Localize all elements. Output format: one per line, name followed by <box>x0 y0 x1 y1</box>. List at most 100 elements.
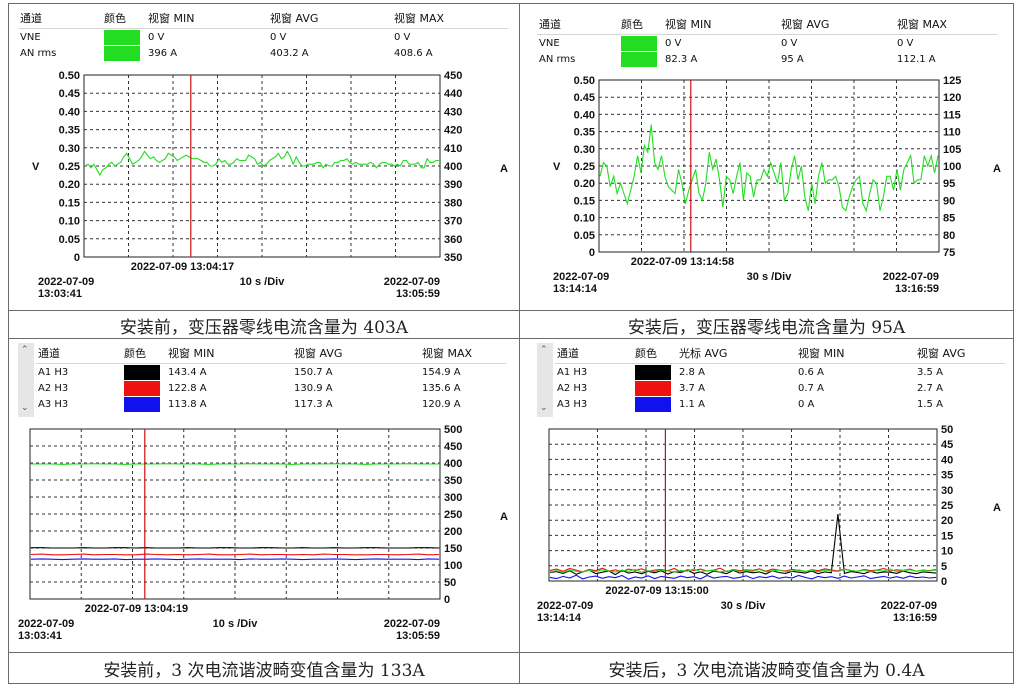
y-left-tick-label: 0.30 <box>59 143 80 155</box>
chevron-up-icon[interactable]: ⌃ <box>540 345 548 355</box>
col-min: 视窗 MIN <box>665 18 712 31</box>
table-scrollbar[interactable] <box>18 343 34 417</box>
y-right-tick-label: 5 <box>941 561 947 573</box>
value-min: 0 V <box>148 31 165 43</box>
table-row[interactable]: VNE 0 V 0 V 0 V <box>18 29 508 46</box>
y-right-tick-label: 110 <box>943 127 961 139</box>
y-right-tick-label: 370 <box>444 216 462 228</box>
value-min: 113.8 A <box>168 398 207 410</box>
start-date-label: 2022-07-09 <box>553 271 609 283</box>
channel-table: 通道 颜色 光标 AVG 视窗 MIN 视窗 AVG A1 H3 2.8 A 0… <box>555 343 1005 412</box>
col-color: 颜色 <box>104 12 126 25</box>
col-cursor-avg: 光标 AVG <box>679 347 728 360</box>
color-swatch <box>635 380 671 396</box>
y-right-tick-label: 360 <box>444 234 462 246</box>
channel-name: A2 H3 <box>557 382 588 394</box>
channel-name: A1 H3 <box>557 366 588 378</box>
chevron-up-icon[interactable]: ⌃ <box>21 345 29 355</box>
series-line <box>84 150 439 177</box>
table-header-row: 通道 颜色 光标 AVG 视窗 MIN 视窗 AVG <box>555 343 1005 364</box>
y-right-tick-label: 100 <box>444 560 462 572</box>
table-row[interactable]: A2 H3 122.8 A 130.9 A 135.6 A <box>36 380 506 396</box>
value-max: 112.1 A <box>897 53 936 65</box>
table-row[interactable]: A2 H3 3.7 A 0.7 A 2.7 A <box>555 380 1005 396</box>
start-date-label: 2022-07-09 <box>18 618 74 630</box>
y-right-tick-label: 85 <box>943 213 955 225</box>
color-swatch <box>621 51 657 67</box>
col-min: 视窗 MIN <box>148 12 195 25</box>
y-right-tick-label: 20 <box>941 515 953 527</box>
grid-line-left <box>8 3 9 684</box>
panel-after-harmonic: ⌃ ⌄ 通道 颜色 光标 AVG 视窗 MIN 视窗 AVG A1 H3 2.8… <box>537 343 1007 648</box>
scale-label: 30 s /Div <box>747 271 793 283</box>
y-right-tick-label: 40 <box>941 454 953 466</box>
chevron-down-icon[interactable]: ⌄ <box>21 403 29 413</box>
col-avg: 视窗 AVG <box>294 347 343 360</box>
value-avg: 150.7 A <box>294 366 333 378</box>
end-time-label: 13:05:59 <box>396 288 440 300</box>
y-left-tick-label: 0 <box>74 252 80 264</box>
chart-neutral-current-after[interactable]: 0.50 0.45 0.40 0.35 0.30 0.25 0.20 0.15 0.10 0.05… <box>537 74 1007 304</box>
panel-before-harmonic: ⌃ ⌄ 通道 颜色 视窗 MIN 视窗 AVG 视窗 MAX A1 H3 143… <box>18 343 512 648</box>
grid-line-top <box>8 3 1014 4</box>
col-min: 视窗 MIN <box>168 347 215 360</box>
y-right-tick-label: 50 <box>941 424 953 436</box>
chart-harmonic-before[interactable]: 500450400350300250200150100500A2022-07-0… <box>18 421 512 649</box>
table-row[interactable]: A1 H3 143.4 A 150.7 A 154.9 A <box>36 364 506 381</box>
table-row[interactable]: VNE 0 V 0 V 0 V <box>537 35 997 52</box>
table-row[interactable]: A3 H3 1.1 A 0 A 1.5 A <box>555 396 1005 412</box>
channel-table: 通道 颜色 视窗 MIN 视窗 AVG 视窗 MAX A1 H3 143.4 A… <box>36 343 506 412</box>
panel-after-neutral: 通道 颜色 视窗 MIN 视窗 AVG 视窗 MAX VNE 0 V 0 V 0… <box>537 14 1007 309</box>
y-right-tick-label: 200 <box>444 526 462 538</box>
y-left-tick-label: 0.45 <box>59 88 80 100</box>
y-right-tick-label: 500 <box>444 424 462 436</box>
cursor-time-label: 2022-07-09 13:15:00 <box>605 585 708 597</box>
value-max: 154.9 A <box>422 366 461 378</box>
y-left-tick-label: 0.05 <box>574 230 595 242</box>
start-time-label: 13:14:14 <box>537 612 582 624</box>
grid-line-caption-1-bottom <box>8 338 1014 339</box>
color-swatch <box>621 35 657 51</box>
value-min: 82.3 A <box>665 53 698 65</box>
chart-neutral-current-before[interactable]: 0.50 0.45 0.40 0.35 0.30 0.25 0.20 0.15 0.10 0.05… <box>18 70 512 310</box>
y-left-tick-label: 0.30 <box>574 144 595 156</box>
y-right-tick-label: 80 <box>943 230 955 242</box>
col-channel: 通道 <box>38 347 60 360</box>
y-right-tick-label: 100 <box>943 161 961 173</box>
value-min: 122.8 A <box>168 382 207 394</box>
grid-line-bottom <box>8 683 1014 684</box>
chevron-down-icon[interactable]: ⌄ <box>540 403 548 413</box>
y-left-tick-label: 0.10 <box>59 216 80 228</box>
color-swatch <box>104 29 140 45</box>
value-max: 0 V <box>394 31 411 43</box>
y-right-tick-label: 45 <box>941 439 953 451</box>
table-row[interactable]: AN rms 82.3 A 95 A 112.1 A <box>537 51 997 67</box>
col-avg: 视窗 AVG <box>781 18 830 31</box>
channel-name: A1 H3 <box>38 366 69 378</box>
table-row[interactable]: AN rms 396 A 403.2 A 408.6 A <box>18 45 508 61</box>
table-scrollbar[interactable] <box>537 343 553 417</box>
y-right-tick-label: 75 <box>943 247 955 259</box>
y-right-tick-label: 25 <box>941 500 953 512</box>
y-right-tick-label: 250 <box>444 509 462 521</box>
color-swatch <box>124 396 160 412</box>
col-avg: 视窗 AVG <box>917 347 966 360</box>
y-right-tick-label: 95 <box>943 178 955 190</box>
y-right-tick-label: 380 <box>444 197 462 209</box>
y-right-tick-label: 450 <box>444 441 462 453</box>
end-date-label: 2022-07-09 <box>384 618 440 630</box>
table-row[interactable]: A3 H3 113.8 A 117.3 A 120.9 A <box>36 396 506 412</box>
value-avg: 117.3 A <box>294 398 333 410</box>
y-right-tick-label: 350 <box>444 252 462 264</box>
end-time-label: 13:05:59 <box>396 630 440 642</box>
y-left-tick-label: 0.35 <box>574 127 595 139</box>
end-date-label: 2022-07-09 <box>881 600 937 612</box>
y-right-tick-label: 105 <box>943 144 961 156</box>
table-row[interactable]: A1 H3 2.8 A 0.6 A 3.5 A <box>555 364 1005 381</box>
y-right-tick-label: 350 <box>444 475 462 487</box>
col-max: 视窗 MAX <box>422 347 473 360</box>
value-avg: 2.7 A <box>917 382 943 394</box>
col-max: 视窗 MAX <box>394 12 445 25</box>
table-header-row: 通道 颜色 视窗 MIN 视窗 AVG 视窗 MAX <box>18 8 508 29</box>
